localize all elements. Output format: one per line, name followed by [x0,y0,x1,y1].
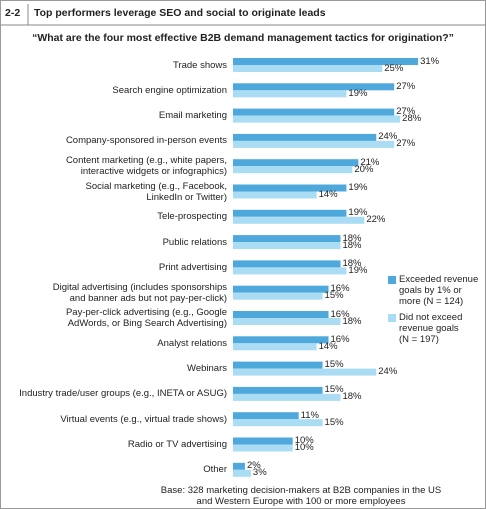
category-label: Digital advertising (includes sponsorshi… [52,281,227,304]
value-label: 22% [366,214,386,226]
value-label: 25% [384,62,404,74]
value-label: 18% [342,257,362,269]
bar [233,311,329,318]
value-label: 16% [330,308,350,320]
value-label: 19% [348,182,368,193]
bar [233,90,347,98]
category-label: Company-sponsored in-person events [65,135,227,147]
bar [233,437,293,445]
bar [233,393,341,401]
bar [233,216,365,224]
category-label: Trade shows [172,59,227,71]
bar [233,386,323,394]
category-label: Other [203,464,227,476]
category-label: Virtual events (e.g., virtual trade show… [60,413,227,425]
bar [233,267,347,275]
bar [233,368,377,376]
value-label: 27% [396,138,416,150]
bar [233,166,353,174]
value-label: 16% [330,283,350,295]
category-label: Analyst relations [157,337,227,349]
bar [233,65,383,72]
value-label: 18% [342,239,362,251]
category-label: Email marketing [158,110,227,122]
value-label: 15% [324,384,344,396]
bar [233,83,395,91]
bar [233,235,341,243]
chart-title: Top performers leverage SEO and social t… [34,7,326,19]
bar [233,469,251,477]
category-label: Social marketing (e.g., Facebook, Linked… [85,180,227,203]
bar [233,133,377,141]
value-label: 16% [330,333,350,345]
bar [233,336,329,344]
category-label: Print advertising [158,261,227,273]
value-label: 28% [402,113,422,125]
bar [233,412,299,420]
value-label: 31% [420,55,440,67]
value-label: 21% [360,156,380,168]
bar [233,159,359,167]
bar [233,140,395,148]
bar [233,444,293,452]
bar [233,58,419,65]
bar [233,191,317,199]
value-label: 10% [294,442,314,453]
bar [233,108,395,116]
chart-subtitle: “What are the four most effective B2B de… [32,32,454,44]
value-label: 20% [354,163,374,175]
figure-number: 2-2 [5,7,21,19]
category-label: Search engine optimization [112,84,227,96]
category-label: Radio or TV advertising [127,439,227,450]
value-label: 3% [252,467,267,479]
value-label: 15% [324,290,344,302]
category-label: Public relations [162,236,227,248]
legend-label: Exceeded revenue goals by 1% or more (N … [399,274,479,307]
legend-label: Did not exceed revenue goals (N = 197) [399,312,463,345]
legend-swatch [388,314,396,322]
bar [233,285,329,293]
bar [233,209,347,217]
bar [233,343,317,351]
value-label: 14% [318,340,338,352]
bar [233,419,323,427]
value-label: 27% [396,106,416,118]
value-label: 2% [246,460,261,472]
bar [233,318,341,325]
value-label: 19% [348,264,368,276]
value-label: 15% [324,416,344,428]
value-label: 19% [348,87,368,99]
category-label: Pay-per-click advertising (e.g., Google … [65,307,227,329]
bar [233,184,347,192]
value-label: 11% [300,409,319,421]
category-label: Webinars [187,363,227,375]
bar [233,242,341,250]
legend-swatch [388,276,396,284]
bar [233,115,401,123]
bar [233,260,341,268]
category-label: Content marketing (e.g., white papers, i… [65,155,227,178]
value-label: 18% [342,232,362,244]
value-label: 24% [378,131,398,143]
bar [233,462,245,470]
value-label: 27% [396,80,416,92]
value-label: 10% [294,435,314,446]
value-label: 19% [348,207,368,219]
value-label: 24% [378,366,398,378]
value-label: 18% [342,315,362,327]
bar [233,361,323,369]
category-label: Tele-prospecting [157,211,227,223]
footnote: Base: 328 marketing decision-makers at B… [160,485,442,507]
bar [233,292,323,300]
value-label: 14% [318,189,338,200]
value-label: 15% [324,359,344,371]
value-label: 18% [342,391,362,403]
category-label: Industry trade/user groups (e.g., INETA … [19,388,227,400]
